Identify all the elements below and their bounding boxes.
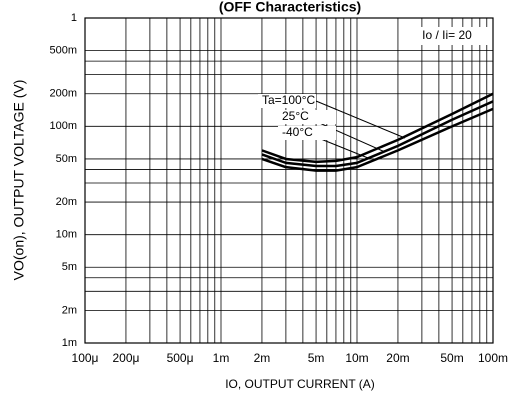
series-line — [261, 100, 494, 168]
annotation: Io / Ii= 20 — [422, 28, 472, 42]
y-tick-label: 1m — [62, 337, 77, 349]
x-tick-label: 2m — [254, 351, 271, 365]
y-tick-label: 500m — [49, 45, 77, 57]
label-bg — [278, 126, 336, 140]
y-tick-label: 200m — [49, 88, 77, 100]
label-bg — [278, 110, 336, 124]
label-bg — [258, 94, 316, 108]
y-tick-label: 10m — [56, 229, 77, 241]
series-line — [261, 107, 494, 172]
series-line — [261, 92, 494, 164]
y-tick-label: 20m — [56, 196, 77, 208]
y-axis-label: VO(on), OUTPUT VOLTAGE (V) — [11, 80, 27, 281]
legend-label: -40°C — [282, 125, 313, 139]
x-tick-label: 100μ — [72, 351, 99, 365]
x-tick-label: 500μ — [167, 351, 194, 365]
y-tick-label: 50m — [56, 153, 77, 165]
y-tick-label: 2m — [62, 304, 77, 316]
x-tick-label: 100m — [478, 351, 508, 365]
x-tick-label: 10m — [345, 351, 368, 365]
y-tick-label: 5m — [62, 261, 77, 273]
x-axis-label: IO, OUTPUT CURRENT (A) — [225, 377, 375, 391]
x-tick-label: 5m — [308, 351, 325, 365]
x-tick-label: 1m — [213, 351, 230, 365]
chart-title: (OFF Characteristics) — [219, 0, 361, 15]
x-tick-label: 200μ — [112, 351, 139, 365]
arrow — [315, 100, 406, 139]
legend-label: 25°C — [282, 109, 309, 123]
y-tick-label: 1 — [71, 12, 77, 24]
annotation-bg — [404, 27, 490, 45]
legend-label: Ta=100°C — [262, 93, 316, 107]
x-tick-label: 50m — [440, 351, 463, 365]
x-tick-label: 20m — [386, 351, 409, 365]
y-tick-label: 100m — [49, 120, 77, 132]
plot-frame — [84, 17, 494, 344]
